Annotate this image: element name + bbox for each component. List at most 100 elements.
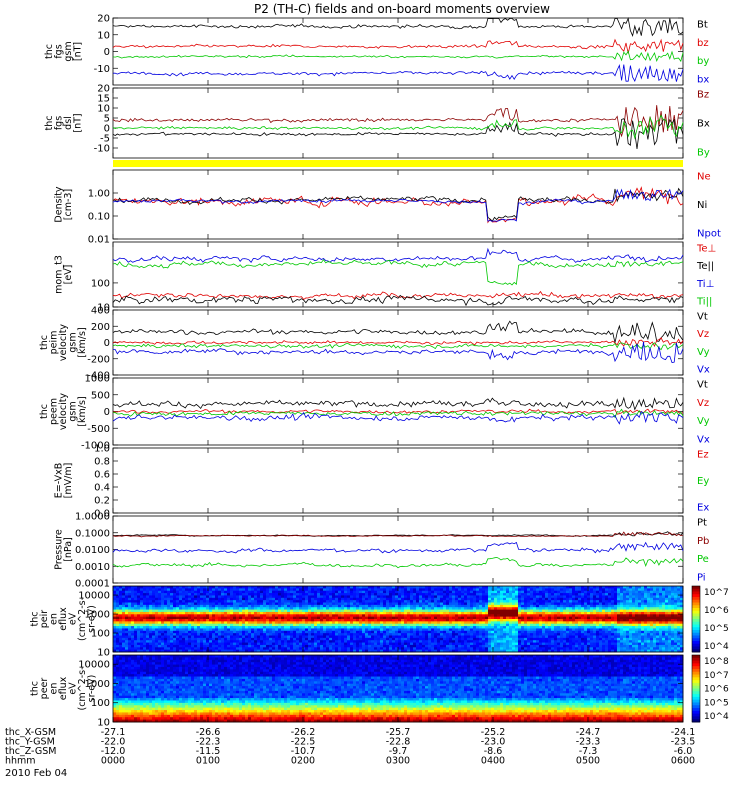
- spectrogram-cell: [212, 621, 215, 624]
- spectrogram-cell: [293, 628, 296, 631]
- spectrogram-cell: [188, 612, 191, 615]
- spectrogram-cell: [440, 647, 443, 650]
- spectrogram-cell: [449, 605, 452, 608]
- spectrogram-cell: [323, 619, 326, 622]
- spectrogram-cell: [212, 614, 215, 617]
- spectrogram-cell: [236, 645, 239, 648]
- spectrogram-cell: [329, 640, 332, 643]
- spectrogram-cell: [386, 586, 389, 589]
- spectrogram-cell: [467, 636, 470, 639]
- spectrogram-cell: [554, 628, 557, 631]
- spectrogram-cell: [296, 605, 299, 608]
- spectrogram-cell: [338, 612, 341, 615]
- spectrogram-cell: [560, 593, 563, 596]
- spectrogram-cell: [422, 595, 425, 598]
- spectrogram-cell: [503, 645, 506, 648]
- spectrogram-cell: [164, 595, 167, 598]
- spectrogram-cell: [587, 645, 590, 648]
- spectrogram-cell: [236, 621, 239, 624]
- spectrogram-cell: [326, 636, 329, 639]
- spectrogram-cell: [257, 645, 260, 648]
- spectrogram-cell: [575, 586, 578, 589]
- spectrogram-cell: [482, 645, 485, 648]
- spectrogram-cell: [209, 624, 212, 627]
- spectrogram-cell: [560, 645, 563, 648]
- spectrogram-cell: [113, 591, 116, 594]
- spectrogram-cell: [593, 619, 596, 622]
- spectrogram-cell: [176, 588, 179, 591]
- spectrogram-cell: [602, 628, 605, 631]
- spectrogram-cell: [368, 593, 371, 596]
- spectrogram-cell: [242, 605, 245, 608]
- spectrogram-cell: [392, 638, 395, 641]
- spectrogram-cell: [245, 593, 248, 596]
- spectrogram-cell: [149, 593, 152, 596]
- spectrogram-cell: [248, 617, 251, 620]
- spectrogram-cell: [203, 591, 206, 594]
- spectrogram-cell: [425, 598, 428, 601]
- spectrogram-cell: [296, 628, 299, 631]
- spectrogram-cell: [581, 614, 584, 617]
- spectrogram-cell: [116, 647, 119, 650]
- spectrogram-cell: [599, 588, 602, 591]
- spectrogram-cell: [446, 588, 449, 591]
- spectrogram-cell: [317, 633, 320, 636]
- spectrogram-cell: [176, 600, 179, 603]
- spectrogram-cell: [497, 600, 500, 603]
- spectrogram-cell: [575, 607, 578, 610]
- spectrogram-cell: [449, 600, 452, 603]
- spectrogram-cell: [230, 610, 233, 613]
- spectrogram-cell: [248, 591, 251, 594]
- spectrogram-cell: [401, 612, 404, 615]
- spectrogram-cell: [521, 621, 524, 624]
- spectrogram-cell: [512, 624, 515, 627]
- spectrogram-cell: [437, 598, 440, 601]
- spectrogram-cell: [302, 600, 305, 603]
- spectrogram-cell: [320, 643, 323, 646]
- spectrogram-cell: [341, 605, 344, 608]
- spectrogram-cell: [209, 647, 212, 650]
- spectrogram-cell: [479, 610, 482, 613]
- spectrogram-cell: [416, 603, 419, 606]
- spectrogram-cell: [131, 607, 134, 610]
- spectrogram-cell: [116, 640, 119, 643]
- spectrogram-cell: [197, 595, 200, 598]
- spectrogram-cell: [422, 631, 425, 634]
- spectrogram-cell: [239, 647, 242, 650]
- spectrogram-cell: [308, 624, 311, 627]
- spectrogram-cell: [410, 588, 413, 591]
- spectrogram-cell: [383, 603, 386, 606]
- spectrogram-cell: [194, 638, 197, 641]
- spectrogram-cell: [221, 593, 224, 596]
- spectrogram-cell: [344, 600, 347, 603]
- y-tick-label: 0: [104, 47, 110, 58]
- spectrogram-cell: [371, 638, 374, 641]
- spectrogram-cell: [374, 631, 377, 634]
- spectrogram-cell: [476, 600, 479, 603]
- y-tick-label: 1.00: [88, 189, 110, 200]
- spectrogram-cell: [218, 631, 221, 634]
- spectrogram-cell: [320, 591, 323, 594]
- spectrogram-cell: [581, 633, 584, 636]
- spectrogram-cell: [497, 647, 500, 650]
- spectrogram-cell: [263, 605, 266, 608]
- spectrogram-cell: [113, 586, 116, 589]
- spectrogram-cell: [293, 643, 296, 646]
- spectrogram-cell: [206, 628, 209, 631]
- spectrogram-cell: [197, 624, 200, 627]
- spectrogram-cell: [353, 643, 356, 646]
- spectrogram-cell: [581, 643, 584, 646]
- spectrogram-cell: [164, 586, 167, 589]
- spectrogram-cell: [572, 647, 575, 650]
- spectrogram-cell: [143, 636, 146, 639]
- spectrogram-cell: [518, 626, 521, 629]
- spectrogram-cell: [131, 631, 134, 634]
- spectrogram-cell: [137, 633, 140, 636]
- spectrogram-cell: [320, 645, 323, 648]
- spectrogram-cell: [245, 636, 248, 639]
- spectrogram-cell: [311, 624, 314, 627]
- spectrogram-cell: [218, 586, 221, 589]
- spectrogram-cell: [272, 647, 275, 650]
- spectrogram-cell: [545, 588, 548, 591]
- spectrogram-cell: [395, 636, 398, 639]
